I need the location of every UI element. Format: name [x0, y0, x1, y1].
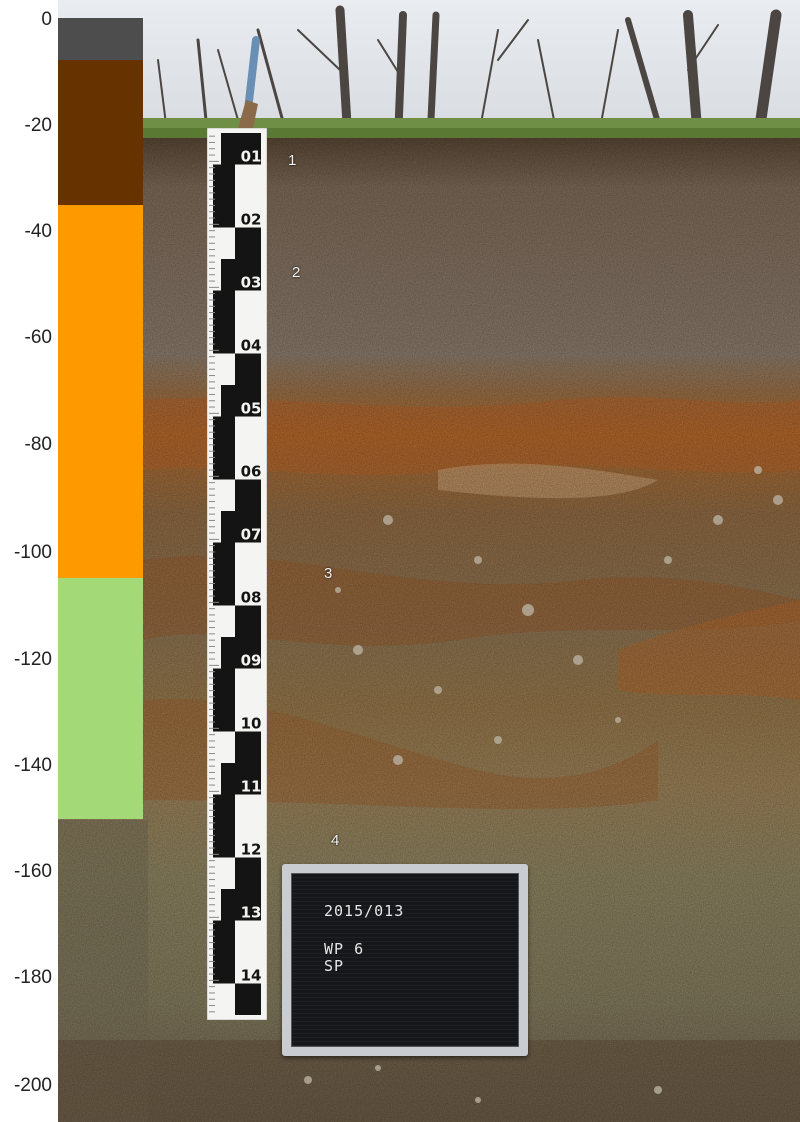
ruler-block — [235, 353, 261, 385]
ruler-block — [221, 637, 261, 669]
profile-info-board: 2015/013 WP 6 SP — [282, 864, 528, 1056]
depth-tick: -20 — [24, 115, 52, 136]
horizon-bar-segment-1 — [58, 18, 143, 60]
ruler-label: 07 — [241, 525, 262, 543]
board-wp-code: WP 6 — [324, 940, 365, 958]
depth-axis: 0 -20 -40 -60 -80 -100 -120 -140 -160 -1… — [0, 0, 58, 1122]
depth-tick: -200 — [13, 1075, 52, 1096]
horizon-bar-segment-3 — [58, 205, 143, 578]
ruler-label: 02 — [241, 210, 262, 228]
ruler-block — [213, 574, 235, 606]
ruler-block — [213, 322, 235, 354]
ruler-label: 13 — [241, 903, 262, 921]
ruler-block — [221, 889, 261, 921]
ruler-label: 08 — [241, 588, 262, 606]
ruler-label: 01 — [241, 147, 262, 165]
horizon-label: 2 — [292, 264, 301, 281]
board-sp-code: SP — [324, 957, 345, 975]
ruler-block — [213, 448, 235, 480]
ruler-block — [235, 857, 261, 889]
ruler-label: 14 — [241, 966, 262, 984]
horizon-label: 1 — [288, 152, 297, 169]
ruler-label: 10 — [241, 714, 262, 732]
depth-tick: -100 — [13, 542, 52, 563]
ruler-block — [213, 952, 235, 984]
ruler-label: 04 — [241, 336, 262, 354]
ruler-label: 12 — [241, 840, 262, 858]
ruler-label: 09 — [241, 651, 262, 669]
ruler-block — [221, 133, 261, 165]
ruler-block — [213, 196, 235, 228]
depth-tick: -180 — [13, 967, 52, 988]
ruler-block — [221, 511, 261, 543]
ruler-label: 03 — [241, 273, 262, 291]
depth-tick: 0 — [41, 9, 52, 30]
horizon-label: 4 — [331, 832, 340, 849]
soil-profile-illustration — [58, 0, 800, 1122]
ruler-block — [213, 164, 235, 196]
ruler-block — [235, 983, 261, 1015]
depth-tick: -80 — [24, 434, 52, 455]
measuring-ruler: 01 02 03 04 05 06 07 08 09 10 11 12 13 14 — [206, 127, 268, 1021]
ruler-block — [213, 290, 235, 322]
ruler-block — [235, 479, 261, 511]
ruler-block — [235, 731, 261, 763]
horizon-bar-segment-2 — [58, 60, 143, 205]
ruler-block — [221, 259, 261, 291]
ruler-block — [221, 385, 261, 417]
depth-tick: -160 — [13, 861, 52, 882]
ruler-block — [213, 700, 235, 732]
depth-tick: -40 — [24, 221, 52, 242]
ruler-block — [213, 794, 235, 826]
ruler-graphic: 01 02 03 04 05 06 07 08 09 10 11 12 13 14 — [206, 127, 268, 1021]
ruler-block — [221, 763, 261, 795]
ruler-label: 05 — [241, 399, 262, 417]
ruler-block — [213, 416, 235, 448]
ruler-block — [213, 542, 235, 574]
board-profile-id: 2015/013 — [324, 902, 405, 920]
ruler-block — [235, 605, 261, 637]
ruler-block — [213, 920, 235, 952]
depth-tick: -60 — [24, 327, 52, 348]
ruler-label: 11 — [241, 777, 262, 795]
depth-tick: -140 — [13, 755, 52, 776]
depth-tick: -120 — [13, 649, 52, 670]
horizon-bar-segment-4 — [58, 578, 143, 819]
ruler-block — [213, 668, 235, 700]
ruler-label: 06 — [241, 462, 262, 480]
horizon-label: 3 — [324, 565, 333, 582]
soil-profile-photo — [58, 0, 800, 1122]
ruler-block — [235, 227, 261, 259]
ruler-block — [213, 826, 235, 858]
